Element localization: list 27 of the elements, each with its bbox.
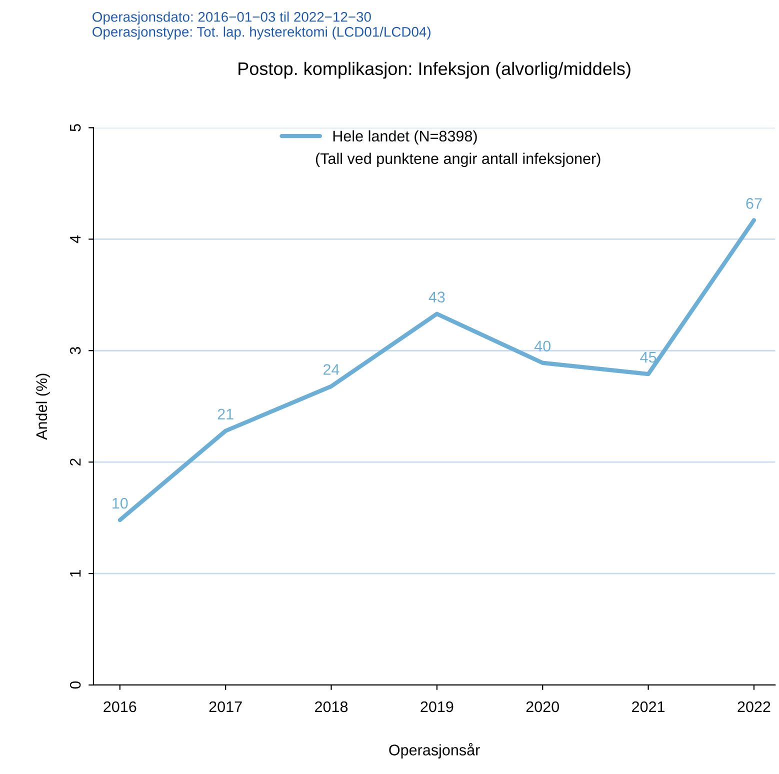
annotation: 45 <box>640 352 656 363</box>
x-axis-title: Operasjonsår <box>389 742 480 758</box>
y-tick-label: 3 <box>70 347 81 354</box>
x-tick-label: 2021 <box>632 701 665 712</box>
y-tick-label: 5 <box>70 124 81 132</box>
annotation: 40 <box>534 340 551 352</box>
y-tick-label: 1 <box>70 570 81 577</box>
annotation: 43 <box>428 292 445 302</box>
annotation: (Tall ved punktene angir antall infeksjoner) <box>316 152 600 168</box>
chart-title: Postop. komplikasjon: Infeksjon (alvorlig/middels) <box>238 62 630 79</box>
x-tick-label: 2016 <box>104 701 136 712</box>
y-axis-title: Andel (%) <box>36 374 50 440</box>
y-tick-label: 4 <box>70 235 81 244</box>
annotation: 24 <box>324 364 340 375</box>
annotation: 10 <box>112 498 128 509</box>
annotation: 21 <box>218 408 234 420</box>
y-tick-label: 2 <box>70 458 81 466</box>
annotation: 67 <box>746 198 762 209</box>
legend-label: Hele landet (N=8398) <box>333 130 477 145</box>
x-tick-label: 2020 <box>526 701 560 712</box>
text: Operasjonstype: Tot. lap. hysterektomi (LCD01/LCD04) <box>92 26 430 40</box>
y-tick-label: 0 <box>70 681 81 689</box>
x-tick-label: 2017 <box>209 701 242 712</box>
x-tick-label: 2022 <box>738 701 770 712</box>
x-tick-label: 2019 <box>420 701 454 712</box>
text: Operasjonsdato: 2016−01−03 til 2022−12−30 <box>92 12 371 25</box>
x-tick-label: 2018 <box>315 701 348 712</box>
